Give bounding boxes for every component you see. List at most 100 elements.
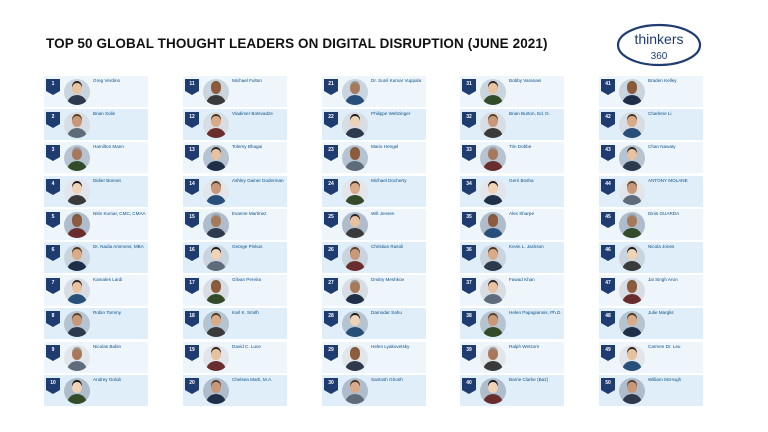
leader-card[interactable]: 36 Kevin L. Jackson xyxy=(460,242,564,274)
leader-name[interactable]: Dr. Nadia Ammons, MBA xyxy=(93,244,144,249)
leader-card[interactable]: 41 Braden Kelley xyxy=(599,76,703,108)
leader-name[interactable]: Bobby Varanasi xyxy=(509,78,542,83)
leader-card[interactable]: 8 Robin Tommy xyxy=(44,308,148,341)
leader-name[interactable]: Braden Kelley xyxy=(648,78,677,83)
leader-card[interactable]: 22 Philippe Weltzinger xyxy=(322,109,426,142)
leader-name[interactable]: Chelsea Marti, M.A. xyxy=(232,376,273,382)
leader-card[interactable]: 43 Chan Nawaty xyxy=(599,142,703,175)
leader-card[interactable]: 33 Tim Dobbe xyxy=(460,142,564,175)
leader-card[interactable]: 38 Helen Papagiannis, Ph.D. xyxy=(460,308,564,341)
leader-name[interactable]: Barrie Clarke (Baz) xyxy=(509,376,549,382)
leader-card[interactable]: 29 Helen Lyakovetsky xyxy=(322,341,426,374)
leader-card[interactable]: 42 Charlene Li xyxy=(599,109,703,142)
leader-name[interactable]: Dinis GUARDA xyxy=(648,210,680,216)
leader-name[interactable]: Damodar Sahu xyxy=(371,310,402,316)
leader-card[interactable]: 7 Kamales Lardi xyxy=(44,275,148,308)
leader-card[interactable]: 2 Brian Solis xyxy=(44,109,148,142)
leader-card[interactable]: 34 Gerri Bosha xyxy=(460,175,564,208)
leader-card[interactable]: 40 Barrie Clarke (Baz) xyxy=(460,374,564,407)
leader-card[interactable]: 11 Michael Fulton xyxy=(183,76,287,108)
leader-name[interactable]: Tolemy Bhagai xyxy=(232,144,263,150)
leader-name[interactable]: Karl K. Smith xyxy=(232,310,259,316)
leader-card[interactable]: 3 Hamilton Mann xyxy=(44,142,148,175)
leader-card[interactable]: 16 George Pinkus xyxy=(183,242,287,274)
leader-name[interactable]: Philippe Weltzinger xyxy=(371,111,411,117)
leader-card[interactable]: 5 Nitin Kumar, CMC, CMAA xyxy=(44,208,148,241)
leader-card[interactable]: 48 Julie Marglis xyxy=(599,308,703,341)
leader-card[interactable]: 12 Vladimer Botsvadze xyxy=(183,109,287,142)
leader-card[interactable]: 27 Dmitry Meshkov xyxy=(322,275,426,308)
leader-name[interactable]: Julie Marglis xyxy=(648,310,674,316)
leader-name[interactable]: Hamilton Mann xyxy=(93,144,124,150)
leader-name[interactable]: Brian Burton, Ed. D. xyxy=(509,111,550,117)
leader-name[interactable]: Michael Fulton xyxy=(232,78,262,83)
leader-card[interactable]: 17 Gilvan Pereira xyxy=(183,275,287,308)
leader-card[interactable]: 46 Nicola Jones xyxy=(599,242,703,274)
leader-name[interactable]: Didier Bonnet xyxy=(93,177,121,183)
leader-name[interactable]: Ralph Wetzorn xyxy=(509,343,540,349)
leader-card[interactable]: 14 Ashley Gainer Duderman xyxy=(183,175,287,208)
leader-name[interactable]: Christian Rasoli xyxy=(371,244,404,249)
leader-name[interactable]: George Pinkus xyxy=(232,244,263,249)
leader-card[interactable]: 28 Damodar Sahu xyxy=(322,308,426,341)
leader-card[interactable]: 15 Evanne Martinez xyxy=(183,208,287,241)
leader-name[interactable]: Gilvan Pereira xyxy=(232,277,262,283)
leader-card[interactable]: 47 Jai Singh Arun xyxy=(599,275,703,308)
leader-card[interactable]: 39 Ralph Wetzorn xyxy=(460,341,564,374)
leader-name[interactable]: David C. Luce xyxy=(232,343,261,349)
leader-name[interactable]: Nitin Kumar, CMC, CMAA xyxy=(93,210,146,216)
leader-card[interactable]: 50 William McHugh xyxy=(599,374,703,407)
leader-card[interactable]: 45 Dinis GUARDA xyxy=(599,208,703,241)
leader-name[interactable]: Charlene Li xyxy=(648,111,672,117)
leader-name[interactable]: Tim Dobbe xyxy=(509,144,532,150)
leader-name[interactable]: Gerri Bosha xyxy=(509,177,534,183)
leader-card[interactable]: 44 ANTONY MOLANE xyxy=(599,175,703,208)
leader-name[interactable]: Santosh Ghosh xyxy=(371,376,403,382)
leader-card[interactable]: 31 Bobby Varanasi xyxy=(460,76,564,108)
leader-card[interactable]: 35 Alex Sharpe xyxy=(460,208,564,241)
leader-card[interactable]: 19 David C. Luce xyxy=(183,341,287,374)
leader-name[interactable]: Helen Papagiannis, Ph.D. xyxy=(509,310,562,316)
leader-name[interactable]: Nicolas Babin xyxy=(93,343,122,349)
leader-name[interactable]: Helen Lyakovetsky xyxy=(371,343,410,349)
leader-card[interactable]: 21 Dr. Sunil Kumar Vuppala xyxy=(322,76,426,108)
leader-name[interactable]: Ashley Gainer Duderman xyxy=(232,177,284,183)
leader-name[interactable]: Dr. Sunil Kumar Vuppala xyxy=(371,78,422,83)
leader-name[interactable]: Kamales Lardi xyxy=(93,277,123,283)
leader-name[interactable]: Nicola Jones xyxy=(648,244,675,249)
leader-card[interactable]: 4 Didier Bonnet xyxy=(44,175,148,208)
leader-name[interactable]: Chan Nawaty xyxy=(648,144,676,150)
leader-name[interactable]: Greg Verdino xyxy=(93,78,121,83)
leader-name[interactable]: William McHugh xyxy=(648,376,682,382)
leader-card[interactable]: 37 Fawad Khan xyxy=(460,275,564,308)
leader-name[interactable]: Jai Singh Arun xyxy=(648,277,678,283)
leader-name[interactable]: Alex Sharpe xyxy=(509,210,535,216)
leader-card[interactable]: 24 Michael Docherty xyxy=(322,175,426,208)
leader-name[interactable]: Evanne Martinez xyxy=(232,210,267,216)
leader-name[interactable]: Mario Hengel xyxy=(371,144,399,150)
leader-name[interactable]: Andrey Golub xyxy=(93,376,122,382)
leader-name[interactable]: ANTONY MOLANE xyxy=(648,177,688,183)
leader-name[interactable]: Fawad Khan xyxy=(509,277,535,283)
leader-name[interactable]: Michael Docherty xyxy=(371,177,407,183)
leader-card[interactable]: 30 Santosh Ghosh xyxy=(322,374,426,407)
leader-name[interactable]: Carmen Dr. Leu xyxy=(648,343,681,349)
leader-card[interactable]: 23 Mario Hengel xyxy=(322,142,426,175)
leader-card[interactable]: 18 Karl K. Smith xyxy=(183,308,287,341)
leader-name[interactable]: Dmitry Meshkov xyxy=(371,277,404,283)
leader-name[interactable]: Will Jensen xyxy=(371,210,395,216)
leader-name[interactable]: Kevin L. Jackson xyxy=(509,244,544,249)
leader-card[interactable]: 25 Will Jensen xyxy=(322,208,426,241)
leader-name[interactable]: Vladimer Botsvadze xyxy=(232,111,273,117)
leader-card[interactable]: 13 Tolemy Bhagai xyxy=(183,142,287,175)
leader-name[interactable]: Robin Tommy xyxy=(93,310,121,316)
leader-card[interactable]: 26 Christian Rasoli xyxy=(322,242,426,274)
leader-card[interactable]: 32 Brian Burton, Ed. D. xyxy=(460,109,564,142)
leader-card[interactable]: 1 Greg Verdino xyxy=(44,76,148,108)
leader-name[interactable]: Brian Solis xyxy=(93,111,115,117)
leader-card[interactable]: 20 Chelsea Marti, M.A. xyxy=(183,374,287,407)
leader-card[interactable]: 6 Dr. Nadia Ammons, MBA xyxy=(44,242,148,274)
leader-card[interactable]: 49 Carmen Dr. Leu xyxy=(599,341,703,374)
leader-card[interactable]: 10 Andrey Golub xyxy=(44,374,148,407)
leader-card[interactable]: 9 Nicolas Babin xyxy=(44,341,148,374)
